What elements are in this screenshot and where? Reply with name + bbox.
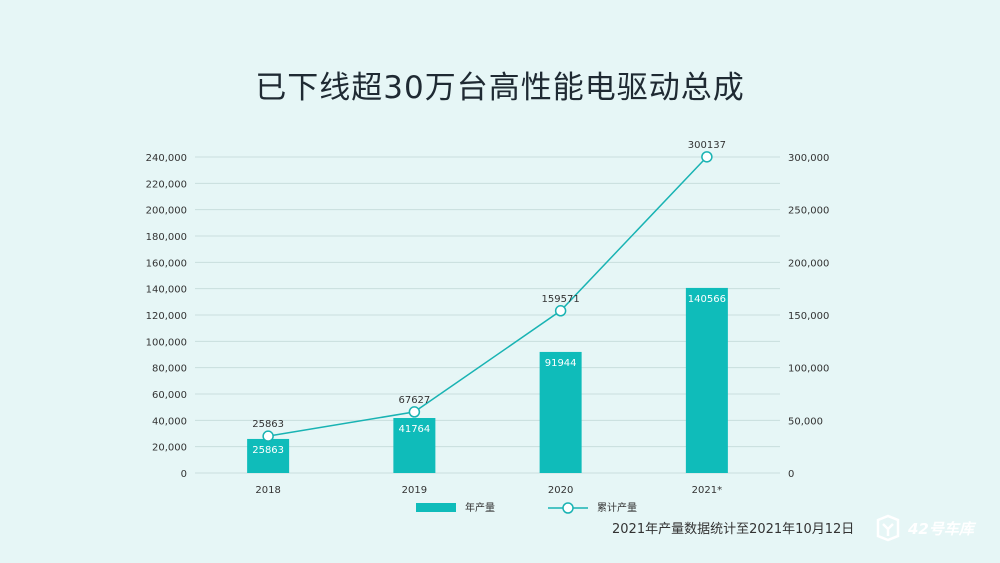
right-tick-label: 0	[788, 469, 794, 480]
line-point	[554, 305, 567, 317]
left-tick-label: 220,000	[146, 179, 187, 190]
left-tick-label: 40,000	[152, 416, 187, 427]
x-tick-label: 2021*	[692, 485, 722, 496]
left-tick-label: 60,000	[152, 390, 187, 401]
garage-logo-icon	[876, 514, 900, 542]
legend-bar-swatch	[416, 503, 456, 512]
left-axis: 0 20,000 40,000 60,000 80,000 100,000 120,000 1…	[146, 153, 187, 480]
bar	[247, 438, 290, 473]
bar	[685, 287, 728, 473]
right-tick-label: 300,000	[788, 153, 829, 164]
right-tick-label: 250,000	[788, 206, 829, 217]
line-data-label: 159571	[542, 294, 580, 305]
bar-data-label: 41764	[398, 424, 430, 435]
bar-data-label: 140566	[688, 294, 726, 305]
right-axis: 0 50,000 100,000 150,000 200,000 250,000 300,0…	[788, 153, 829, 480]
left-tick-label: 80,000	[152, 364, 187, 375]
line-data-label: 25863	[252, 419, 284, 430]
left-tick-label: 0	[181, 469, 187, 480]
legend-line-marker	[562, 502, 574, 514]
bar	[539, 351, 582, 473]
left-tick-label: 20,000	[152, 443, 187, 454]
line-point	[701, 151, 713, 163]
watermark-logo: 42号车库	[872, 512, 996, 544]
gridlines	[195, 156, 780, 474]
left-tick-label: 180,000	[146, 232, 187, 243]
legend-label-bar: 年产量	[465, 501, 495, 514]
left-tick-label: 120,000	[146, 311, 187, 322]
right-tick-label: 50,000	[788, 416, 823, 427]
left-tick-label: 140,000	[146, 285, 187, 296]
footnote: 2021年产量数据统计至2021年10月12日	[612, 522, 855, 537]
bar-data-label: 91944	[545, 358, 577, 369]
left-tick-label: 240,000	[146, 153, 187, 164]
x-tick-label: 2020	[548, 485, 573, 496]
x-tick-label: 2019	[402, 485, 427, 496]
line-point	[262, 430, 274, 442]
left-tick-label: 200,000	[146, 206, 187, 217]
left-tick-label: 100,000	[146, 337, 187, 348]
line-data-label: 67627	[398, 395, 430, 406]
x-axis: 2018 2019 2020 2021*	[255, 485, 722, 496]
left-tick-label: 160,000	[146, 258, 187, 269]
bar	[393, 418, 436, 473]
chart-title: 已下线超30万台高性能电驱动总成	[255, 70, 745, 106]
right-tick-label: 200,000	[788, 258, 829, 269]
x-tick-label: 2018	[255, 485, 280, 496]
right-tick-label: 100,000	[788, 364, 829, 375]
line-series: 25863 67627 159571 300137	[252, 140, 726, 442]
bar-data-label: 25863	[252, 445, 284, 456]
line-path	[268, 156, 708, 437]
legend-label-line: 累计产量	[597, 501, 637, 514]
line-point	[408, 406, 421, 418]
bar-series: 25863 41764 91944 140566	[247, 287, 728, 473]
watermark-text: 42号车库	[908, 520, 974, 538]
right-tick-label: 150,000	[788, 311, 829, 322]
line-data-label: 300137	[688, 140, 726, 151]
legend: 年产量 累计产量	[416, 501, 637, 514]
